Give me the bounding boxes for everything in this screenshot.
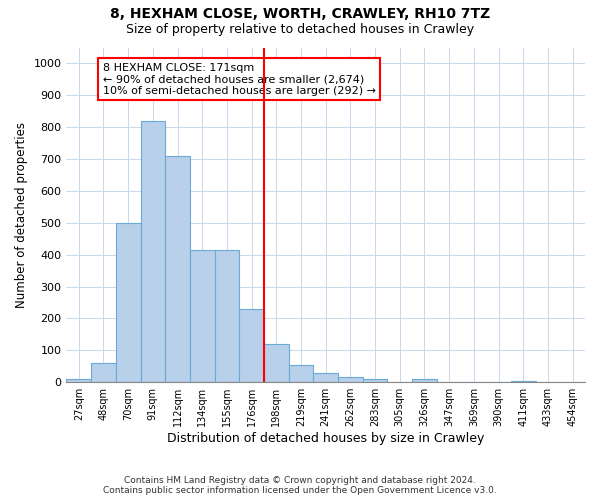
Text: 8 HEXHAM CLOSE: 171sqm
← 90% of detached houses are smaller (2,674)
10% of semi-: 8 HEXHAM CLOSE: 171sqm ← 90% of detached… [103, 62, 376, 96]
Bar [289, 364, 313, 382]
Bar [511, 380, 536, 382]
Bar [140, 121, 165, 382]
Bar [190, 250, 215, 382]
Bar [239, 309, 264, 382]
Bar [215, 250, 239, 382]
X-axis label: Distribution of detached houses by size in Crawley: Distribution of detached houses by size … [167, 432, 484, 445]
Y-axis label: Number of detached properties: Number of detached properties [15, 122, 28, 308]
Text: Size of property relative to detached houses in Crawley: Size of property relative to detached ho… [126, 22, 474, 36]
Text: 8, HEXHAM CLOSE, WORTH, CRAWLEY, RH10 7TZ: 8, HEXHAM CLOSE, WORTH, CRAWLEY, RH10 7T… [110, 8, 490, 22]
Bar [338, 378, 363, 382]
Text: Contains HM Land Registry data © Crown copyright and database right 2024.
Contai: Contains HM Land Registry data © Crown c… [103, 476, 497, 495]
Bar [91, 363, 116, 382]
Bar [116, 223, 140, 382]
Bar [313, 372, 338, 382]
Bar [412, 379, 437, 382]
Bar [165, 156, 190, 382]
Bar [264, 344, 289, 382]
Bar [363, 379, 388, 382]
Bar [67, 379, 91, 382]
